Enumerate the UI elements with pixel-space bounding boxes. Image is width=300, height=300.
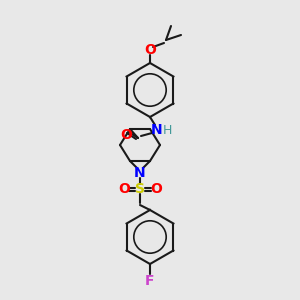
Text: O: O (118, 182, 130, 196)
Text: F: F (145, 274, 155, 288)
Text: N: N (151, 123, 163, 137)
Text: O: O (144, 43, 156, 57)
Text: H: H (162, 124, 172, 136)
Text: N: N (134, 166, 146, 180)
Text: S: S (135, 182, 145, 196)
Text: O: O (120, 128, 132, 142)
Text: O: O (150, 182, 162, 196)
